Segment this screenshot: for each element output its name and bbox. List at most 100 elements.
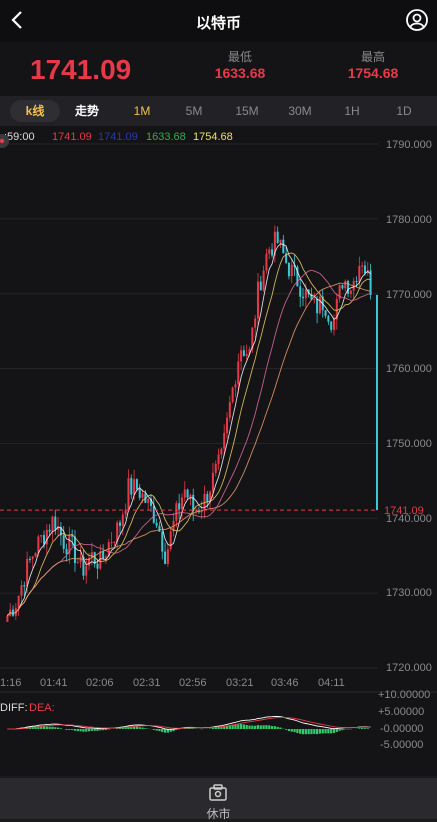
candle-body [122, 515, 124, 526]
macd-bar [144, 728, 146, 729]
candle-body [260, 282, 262, 291]
candle-body [77, 562, 79, 563]
record-icon [0, 139, 4, 143]
macd-bar [324, 729, 326, 733]
tab-kline[interactable]: k线 [10, 100, 60, 122]
market-closed-icon[interactable] [208, 784, 228, 802]
price-label: 1770.000 [386, 289, 432, 301]
macd-bar [43, 726, 45, 729]
candle-body [316, 299, 318, 313]
macd-bar [94, 729, 96, 731]
candle-body [37, 537, 39, 553]
candle-body [181, 497, 183, 509]
candle-body [142, 494, 144, 498]
candle-low: 1633.68 [146, 131, 186, 143]
macd-bar [85, 729, 87, 732]
candle-body [277, 232, 279, 243]
candle-body [158, 526, 160, 532]
macd-bar [82, 729, 84, 732]
macd-bar [293, 729, 295, 732]
macd-bar [99, 729, 101, 730]
macd-bar [299, 729, 301, 734]
macd-bar [139, 727, 141, 729]
macd-bar [51, 727, 53, 729]
candle-body [279, 240, 281, 243]
candle-close: 1754.68 [193, 131, 233, 143]
macd-bar [91, 729, 93, 731]
candle-body [136, 479, 138, 489]
time-label: 03:21 [226, 677, 254, 689]
macd-bar [254, 726, 256, 729]
candle-body [6, 616, 8, 622]
candle-body [175, 503, 177, 521]
price-label: 1780.000 [386, 214, 432, 226]
macd-bar [240, 724, 242, 729]
macd-bar [246, 725, 248, 729]
macd-bar [153, 729, 155, 730]
macd-bar [46, 726, 48, 729]
candle-body [29, 559, 31, 560]
candle-body [32, 557, 34, 560]
candle-body [63, 535, 65, 549]
tab-trend[interactable]: 走势 [60, 100, 114, 122]
macd-bar [364, 728, 366, 729]
ma-line [7, 283, 370, 616]
high-label: 最高 [333, 48, 413, 65]
time-label: 01:41 [40, 677, 68, 689]
candle-body [229, 402, 231, 418]
tab-period-30m[interactable]: 30M [280, 100, 320, 122]
candle-body [299, 286, 301, 296]
candle-body [184, 489, 186, 497]
candle-body [96, 564, 98, 569]
macd-bar [158, 729, 160, 731]
candle-body [153, 506, 155, 523]
candle-body [40, 535, 42, 537]
candle-body [12, 610, 14, 616]
user-icon[interactable] [405, 8, 429, 32]
high-value: 1754.68 [333, 65, 413, 81]
macd-bar [268, 725, 270, 729]
candle-body [170, 531, 172, 549]
candle-body [350, 291, 352, 294]
market-closed-label[interactable]: 休市 [0, 805, 437, 822]
low-label: 最低 [200, 48, 280, 65]
macd-bar [277, 727, 279, 729]
candles [6, 226, 378, 622]
macd-bar [260, 725, 262, 729]
macd-bar [248, 726, 250, 729]
candle-body [127, 478, 129, 510]
candle-body [85, 566, 87, 576]
tab-period-15m[interactable]: 15M [227, 100, 267, 122]
macd-bar [49, 727, 51, 729]
candle-body [237, 361, 239, 384]
candle-body [347, 281, 349, 294]
candle-body [358, 266, 360, 282]
candle-body [102, 551, 104, 558]
macd-bar [271, 726, 273, 729]
price-label: 1720.000 [386, 662, 432, 674]
macd-bar [361, 728, 363, 729]
kline-chart[interactable]: 1790.000 1780.000 1770.000 1760.000 1750… [0, 126, 437, 776]
candle-body [327, 316, 329, 322]
macd-bar [367, 728, 369, 729]
candle-body [215, 464, 217, 473]
tab-period-1m[interactable]: 1M [124, 100, 160, 122]
candle-body [218, 454, 220, 463]
candle-body [212, 473, 214, 492]
time-label: 03:46 [271, 677, 299, 689]
top-bar: 以特币 [0, 0, 437, 42]
tab-period-1h[interactable]: 1H [334, 100, 370, 122]
macd-bar [333, 729, 335, 733]
macd-bar [296, 729, 298, 733]
candle-body [178, 503, 180, 509]
tab-period-1d[interactable]: 1D [386, 100, 422, 122]
macd-bar [192, 728, 194, 729]
macd-bar [358, 728, 360, 729]
candle-body [189, 495, 191, 498]
tab-period-5m[interactable]: 5M [176, 100, 212, 122]
candle-body [325, 310, 327, 316]
macd-bar [80, 729, 82, 731]
macd-bar [57, 728, 59, 729]
macd-bar [136, 727, 138, 729]
macd-bar [288, 729, 290, 731]
